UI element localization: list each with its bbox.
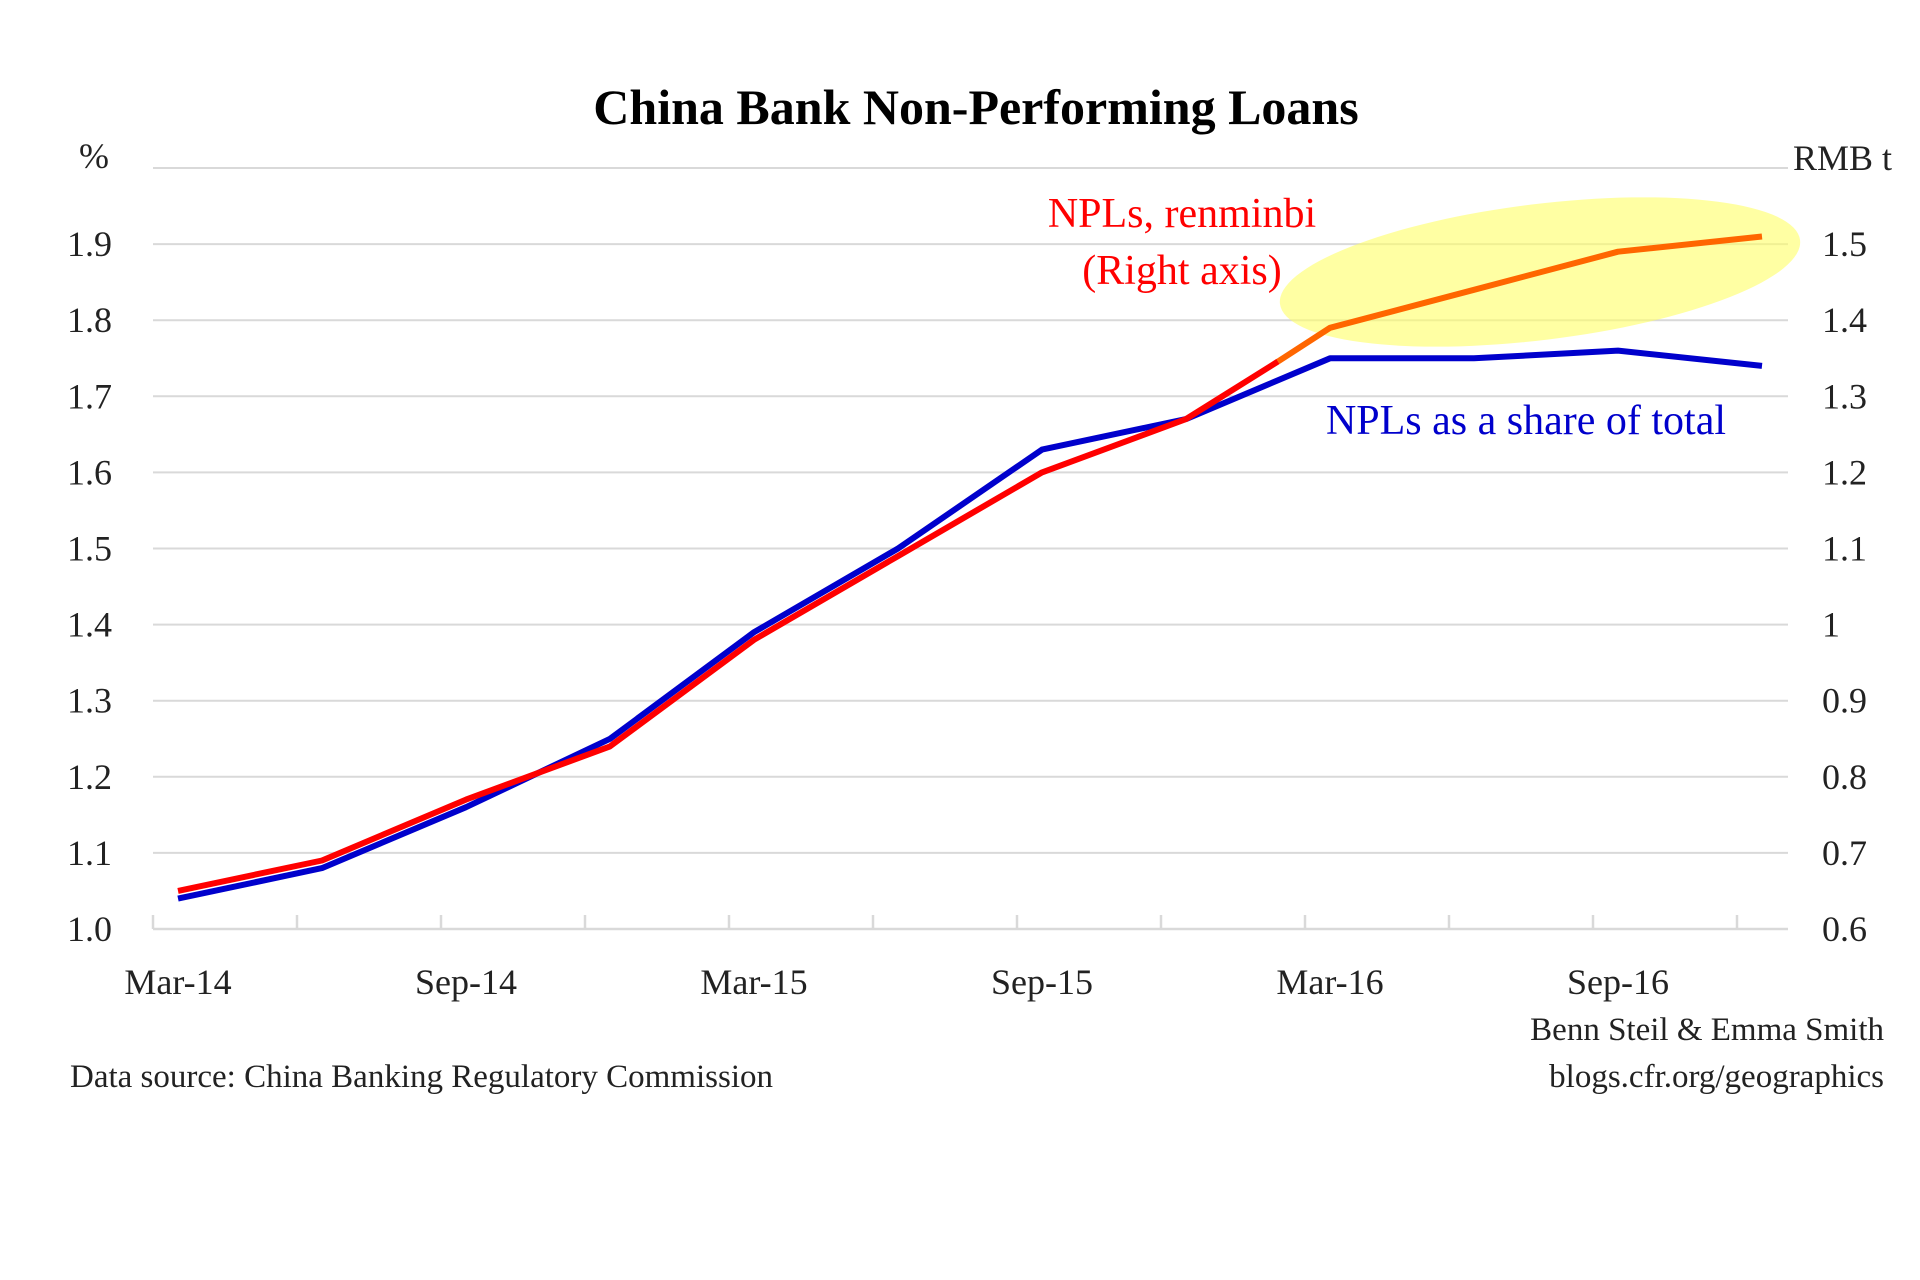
renminbi-series-label: NPLs, renminbi [1048, 191, 1316, 237]
series-lines [177, 233, 1763, 902]
left-tick-label: 1.9 [67, 224, 112, 264]
left-axis-unit: % [79, 136, 109, 176]
x-tick-label: Mar-14 [124, 962, 231, 1002]
right-tick-label: 0.7 [1822, 833, 1867, 873]
right-tick-label: 1.2 [1822, 452, 1867, 492]
renminbi-line [177, 358, 1280, 894]
right-tick-label: 1.5 [1822, 224, 1867, 264]
right-tick-label: 1.4 [1822, 300, 1867, 340]
x-tick-label: Sep-15 [991, 962, 1093, 1002]
right-axis-note: (Right axis) [1082, 248, 1281, 294]
left-tick-label: 1.6 [67, 452, 112, 492]
left-tick-label: 1.4 [67, 605, 112, 645]
right-tick-label: 0.9 [1822, 681, 1867, 721]
credit-authors: Benn Steil & Emma Smith [1530, 1012, 1884, 1048]
right-tick-label: 0.8 [1822, 757, 1867, 797]
left-tick-label: 1.3 [67, 681, 112, 721]
renminbi-line-highlighted [1276, 233, 1763, 364]
right-tick-label: 0.6 [1822, 909, 1867, 949]
data-source: Data source: China Banking Regulatory Co… [70, 1059, 773, 1095]
left-tick-label: 1.0 [67, 909, 112, 949]
credit-site: blogs.cfr.org/geographics [1549, 1059, 1884, 1095]
right-tick-label: 1.1 [1822, 529, 1867, 569]
chart-title: China Bank Non-Performing Loans [593, 79, 1358, 135]
x-tick-label: Mar-15 [700, 962, 807, 1002]
left-tick-label: 1.2 [67, 757, 112, 797]
x-tick-label: Sep-16 [1567, 962, 1669, 1002]
right-axis-ticks: 0.6 0.7 0.8 0.9 1 1.1 1.2 1.3 1.4 1.5 [1822, 224, 1867, 949]
left-tick-label: 1.5 [67, 529, 112, 569]
right-tick-label: 1.3 [1822, 376, 1867, 416]
left-tick-label: 1.7 [67, 376, 112, 416]
left-tick-label: 1.1 [67, 833, 112, 873]
x-axis: Mar-14 Sep-14 Mar-15 Sep-15 Mar-16 Sep-16 [124, 915, 1739, 1002]
share-line [177, 347, 1763, 902]
right-tick-label: 1 [1822, 605, 1840, 645]
share-series-label: NPLs as a share of total [1326, 398, 1726, 444]
right-axis-unit: RMB t [1793, 138, 1892, 178]
x-tick-label: Sep-14 [415, 962, 517, 1002]
left-tick-label: 1.8 [67, 300, 112, 340]
left-axis-ticks: 1.0 1.1 1.2 1.3 1.4 1.5 1.6 1.7 1.8 1.9 [67, 224, 112, 949]
x-tick-label: Mar-16 [1276, 962, 1383, 1002]
